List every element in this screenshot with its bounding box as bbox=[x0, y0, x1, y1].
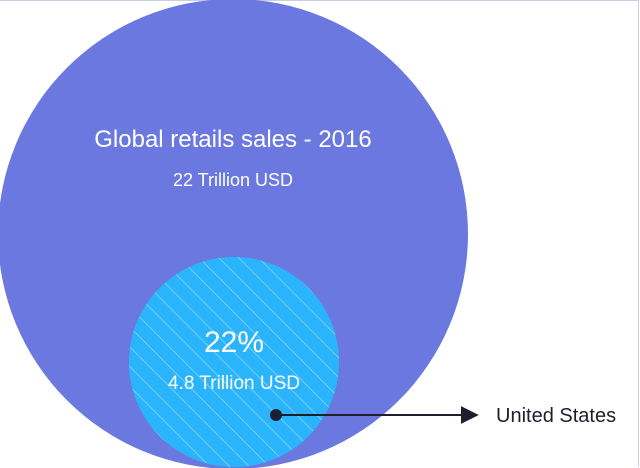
inner-percent-label: 22% bbox=[204, 326, 264, 359]
outer-label: Global retails sales - 2016 bbox=[94, 126, 371, 153]
outer-value-label: 22 Trillion USD bbox=[173, 170, 293, 190]
callout: United States bbox=[270, 405, 616, 427]
outer-circle-global-sales bbox=[0, 0, 468, 468]
inner-value-label: 4.8 Trillion USD bbox=[168, 373, 300, 394]
callout-label: United States bbox=[496, 405, 616, 427]
inner-circle-united-states bbox=[129, 257, 339, 467]
inner-circle-stripes bbox=[129, 257, 339, 467]
